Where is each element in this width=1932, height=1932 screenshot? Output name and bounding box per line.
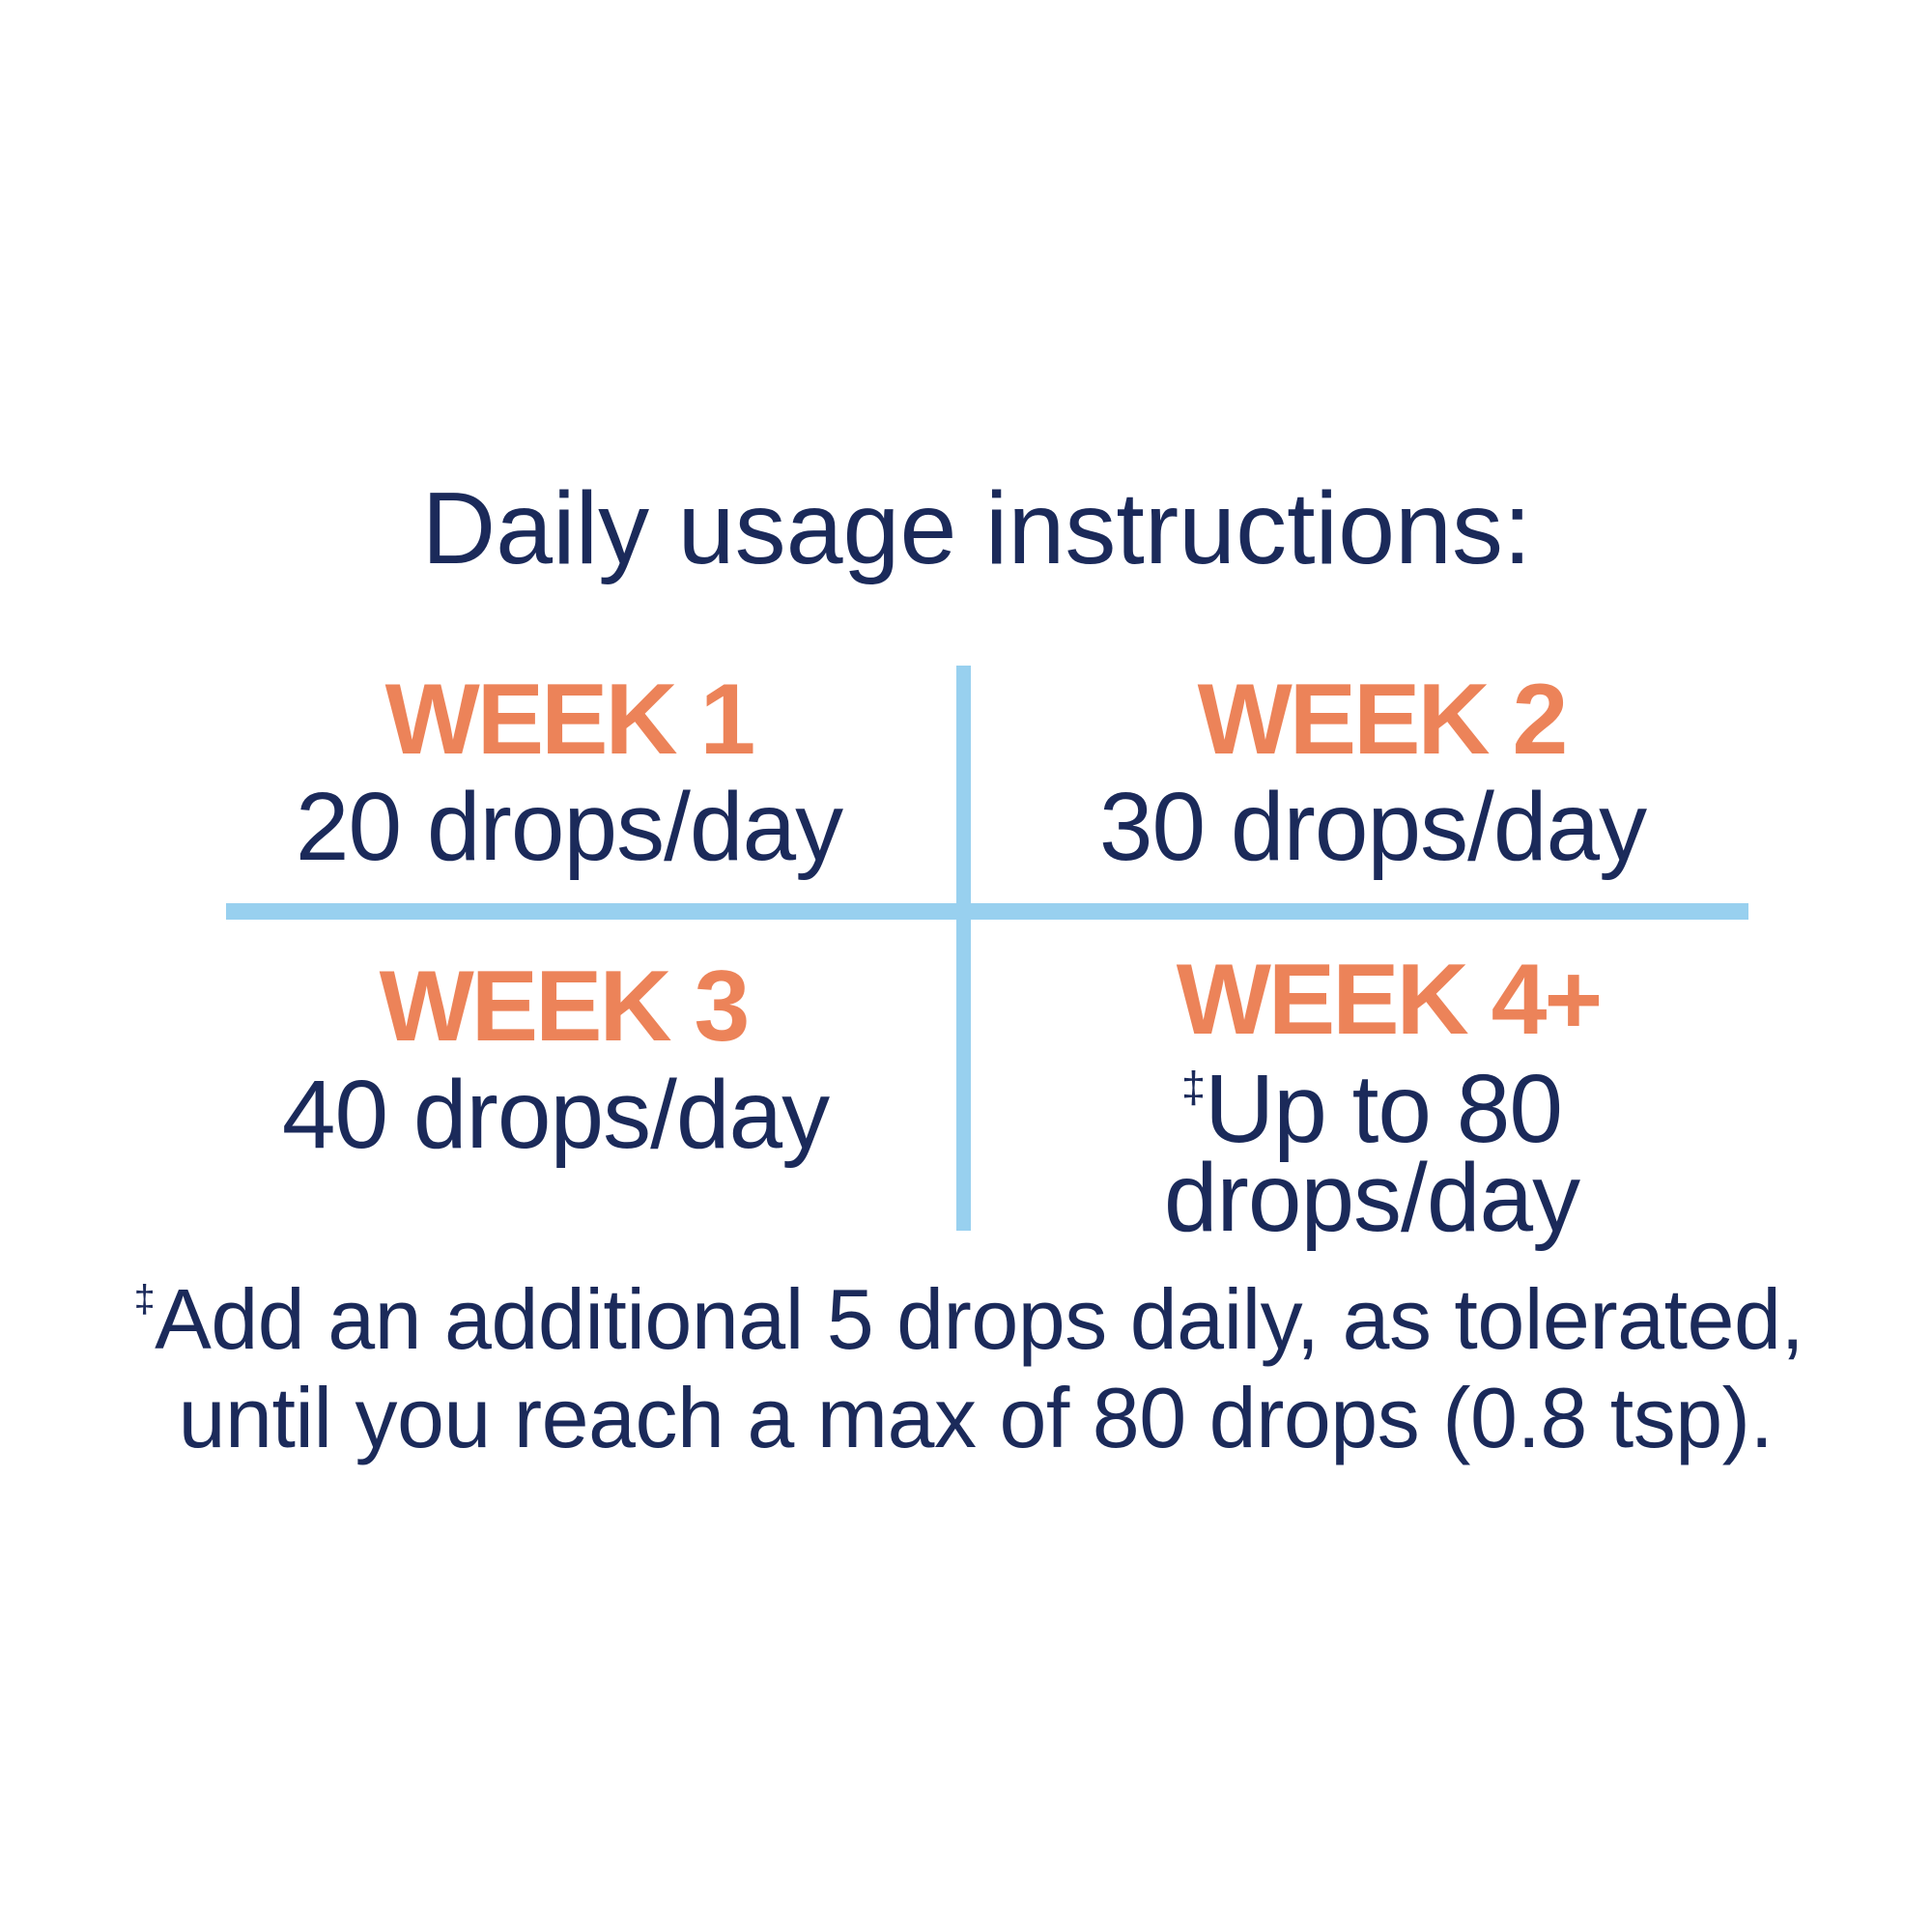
week-1-label: WEEK 1 [384, 664, 756, 776]
week-2-label: WEEK 2 [1197, 664, 1569, 776]
week-1-dose: 20 drops/day [295, 773, 843, 881]
footnote-text: Add an additional 5 drops daily, as tole… [155, 1271, 1804, 1367]
vertical-divider [956, 666, 971, 1231]
week-3-dose: 40 drops/day [281, 1061, 830, 1169]
footnote-marker: ‡ [133, 1277, 156, 1321]
page-title: Daily usage instructions: [421, 471, 1532, 585]
horizontal-divider [226, 903, 1748, 920]
week-4-dose-text: Up to 80 [1205, 1055, 1563, 1163]
double-dagger-marker: ‡ [1180, 1062, 1206, 1112]
week-4-dose-line2: drops/day [1163, 1144, 1580, 1252]
week-4-dose-line1: ‡Up to 80 [1180, 1061, 1563, 1157]
week-4-label: WEEK 4+ [1176, 944, 1603, 1056]
footnote-line2: until you reach a max of 80 drops (0.8 t… [178, 1370, 1774, 1465]
week-2-dose: 30 drops/day [1098, 773, 1647, 881]
week-3-label: WEEK 3 [379, 951, 751, 1063]
footnote-line1: ‡Add an additional 5 drops daily, as tol… [134, 1277, 1804, 1362]
